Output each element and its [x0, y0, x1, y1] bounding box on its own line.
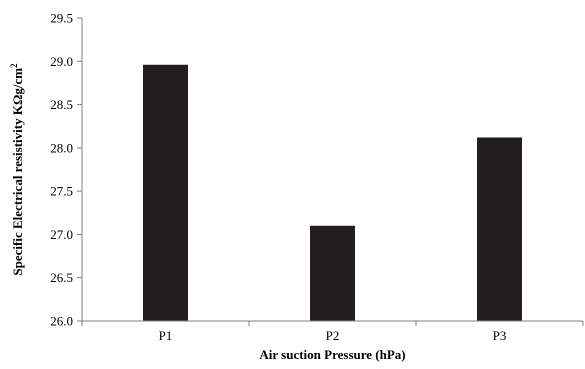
y-tick-label: 26.0 [50, 314, 73, 329]
bar-p2 [310, 225, 355, 321]
bar-p1 [143, 64, 188, 322]
y-tick-label: 29.0 [50, 54, 73, 69]
x-tick-label: P1 [159, 328, 173, 343]
y-tick-label: 28.5 [50, 97, 73, 112]
x-axis-title: Air suction Pressure (hPa) [259, 347, 405, 362]
y-tick-label: 27.5 [50, 184, 73, 199]
y-tick-label: 26.5 [50, 270, 73, 285]
x-tick-label: P2 [326, 328, 340, 343]
y-tick-label: 28.0 [50, 140, 73, 155]
x-axis-ticks: P1 P2 P3 [81, 321, 584, 343]
y-tick-label: 29.5 [50, 11, 73, 26]
bar-p3 [477, 137, 522, 321]
bars [143, 64, 522, 322]
y-axis-title-superscript: 2 [9, 63, 19, 68]
y-axis-title: Specific Electrical resistivity KΩg/cm2 [9, 63, 25, 276]
y-axis-title-main: Specific Electrical resistivity KΩg/cm [10, 68, 25, 276]
y-axis-ticks: 26.0 26.5 27.0 27.5 28.0 28.5 29.0 29.5 [50, 11, 82, 329]
x-tick-label: P3 [493, 328, 507, 343]
y-tick-label: 27.0 [50, 227, 73, 242]
